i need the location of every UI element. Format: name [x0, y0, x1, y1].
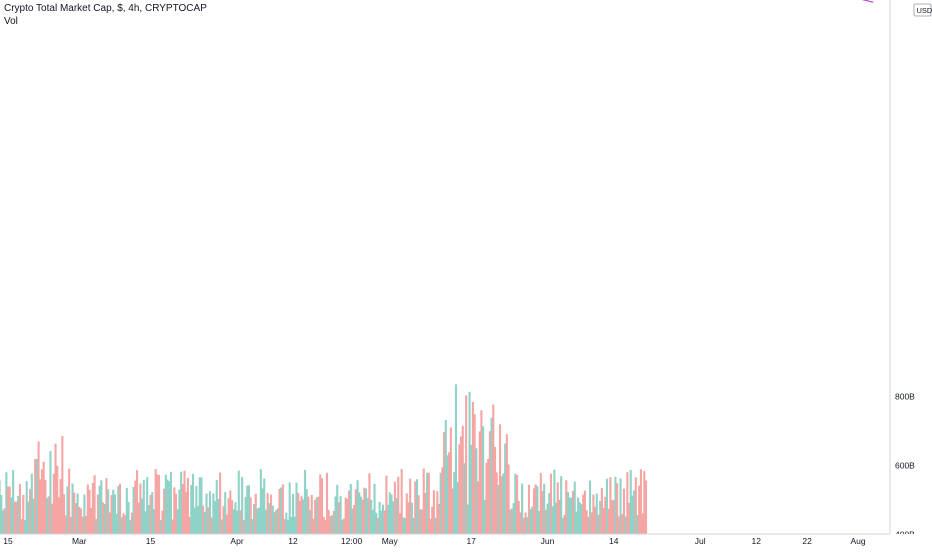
time-tick-label: 17: [466, 536, 476, 546]
volume-tick-label: 800B: [895, 392, 915, 402]
time-axis[interactable]: 15 Mar 15 Apr 12 12:00 May 17 Jun 14 Jul 12 22 Aug: [0, 534, 932, 550]
time-tick-label: Mar: [72, 536, 87, 546]
symbol-title: Crypto Total Market Cap, $, 4h, CRYPTOCA…: [4, 2, 207, 15]
time-tick-label: 22: [802, 536, 812, 546]
time-tick-label: Aug: [850, 536, 865, 546]
time-tick-label: Jul: [695, 536, 706, 546]
price-axis[interactable]: 3T2.8T2.6T2.4T2.2T2T1.8T1.6T1.2T1T800B60…: [890, 0, 932, 550]
time-tick-label: 12: [751, 536, 761, 546]
time-tick-label: 12:00: [341, 536, 363, 546]
currency-label: USD: [917, 6, 932, 15]
time-tick-label: May: [382, 536, 399, 546]
time-tick-label: Jun: [541, 536, 555, 546]
time-tick-label: 12: [288, 536, 298, 546]
time-tick-label: 15: [146, 536, 156, 546]
volume-legend: Vol: [4, 15, 207, 28]
volume-bars: [0, 384, 647, 534]
time-tick-label: 14: [609, 536, 619, 546]
volume-tick-label: 600B: [895, 461, 915, 471]
chart-legend: Crypto Total Market Cap, $, 4h, CRYPTOCA…: [4, 2, 207, 28]
time-tick-label: Apr: [230, 536, 243, 546]
time-tick-label: 15: [3, 536, 13, 546]
volume-bar: [645, 480, 647, 534]
